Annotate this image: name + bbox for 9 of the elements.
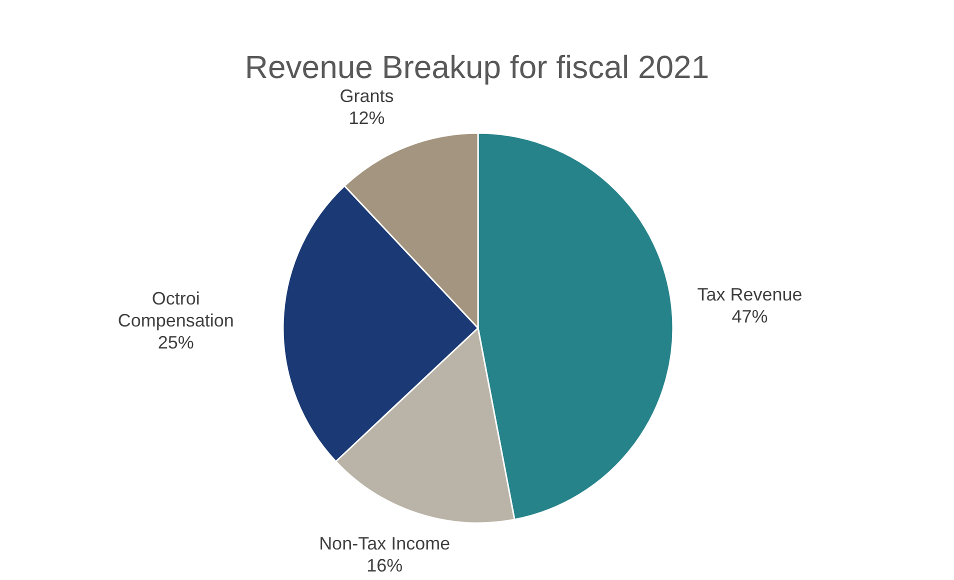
slice-label: Grants — [340, 86, 394, 106]
data-label: 16% — [366, 555, 403, 576]
data-label: 25% — [158, 332, 194, 353]
data-label: 47% — [732, 306, 768, 327]
slice-label: Tax Revenue — [697, 284, 802, 305]
chart-title: Revenue Breakup for fiscal 2021 — [244, 49, 710, 85]
slice-label: Octroi Compensation — [118, 288, 234, 331]
slice-label: Non-Tax Income — [319, 533, 450, 554]
data-label: 12% — [348, 108, 385, 128]
